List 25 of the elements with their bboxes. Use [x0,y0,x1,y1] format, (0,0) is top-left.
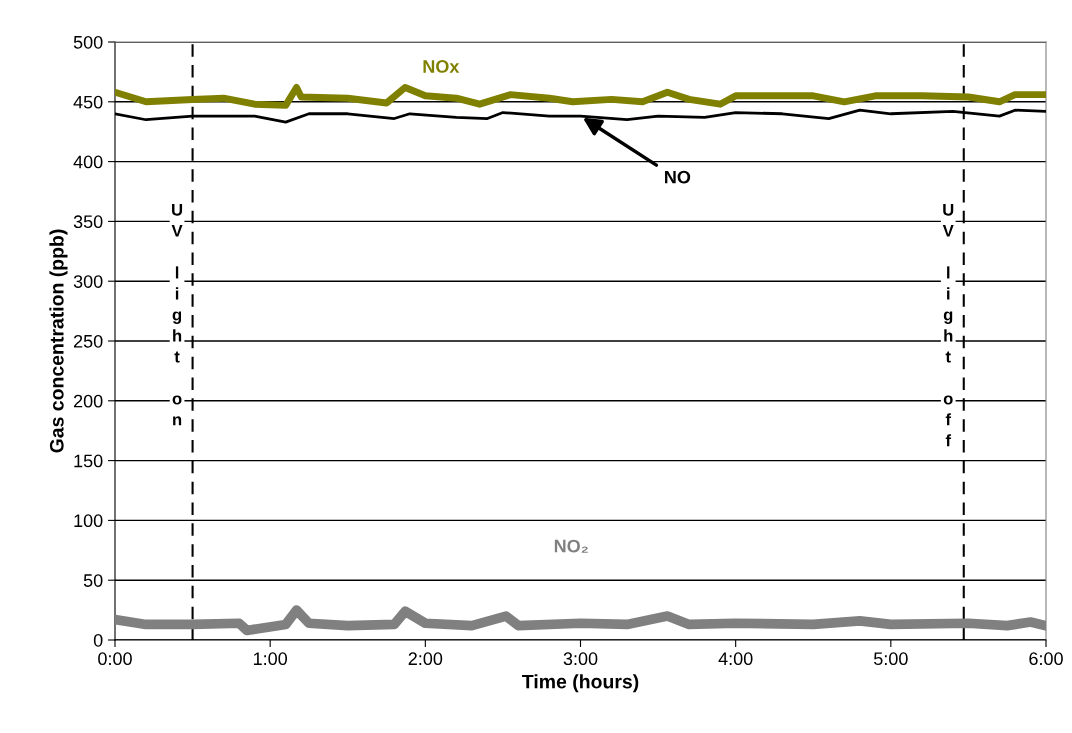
y-tick-label: 400 [73,155,103,169]
x-tick-label: 6:00 [1029,652,1063,666]
text: NO [665,170,691,184]
x-axis-title: Time (hours) [522,674,639,693]
y-tick-label: 150 [74,454,103,468]
text: UV light off [942,204,954,447]
y-tick-label: 100 [74,514,103,528]
y-tick-label: 0 [93,633,103,647]
x-tick-label: 2:00 [408,652,443,666]
x-tick-label: 1:00 [253,652,288,666]
y-tick-label: 500 [73,35,103,49]
y-tick-label: 50 [83,574,103,587]
x-tick-label: 3:00 [563,652,598,666]
x-tick-label: 5:00 [873,652,908,666]
x-tick-label: 0:00 [98,652,132,666]
y-tick-label: 450 [73,95,103,109]
x-tick-label: 4:00 [718,652,753,666]
y-tick-label: 200 [73,394,103,408]
y-tick-label: 350 [73,215,103,229]
series-label: NOx [423,60,460,73]
text: NO₂ [554,539,588,553]
y-axis-title: Gas concentration (ppb) [49,229,68,453]
text: UV light on [171,204,183,426]
y-tick-label: 300 [73,275,103,288]
y-tick-label: 250 [73,334,103,348]
